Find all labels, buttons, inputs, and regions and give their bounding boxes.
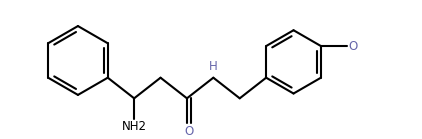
Text: O: O — [348, 40, 357, 53]
Text: NH2: NH2 — [122, 120, 147, 133]
Text: O: O — [184, 125, 193, 138]
Text: H: H — [209, 60, 218, 73]
